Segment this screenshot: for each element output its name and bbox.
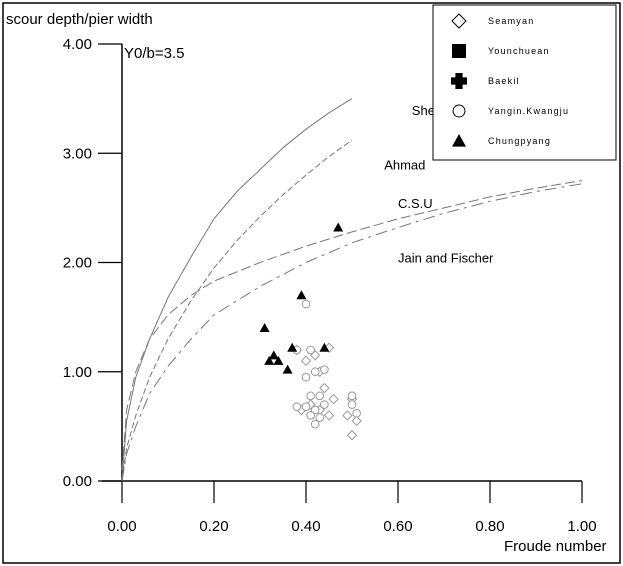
data-point-chungpyang [264,355,275,365]
curve-label: Jain and Fischer [398,251,494,266]
data-point-yangin-kwangju [320,365,329,374]
data-point-chungpyang [333,222,344,232]
data-point-yangin-kwangju [310,405,320,415]
x-axis-label: Froude number [504,538,607,555]
curve-label: C.S.U [398,196,433,211]
legend-entry: Chungpyang [488,136,551,146]
x-tick-label: 0.00 [107,518,136,535]
data-point-chungpyang [268,350,279,360]
data-points [259,222,362,441]
x-tick-label: 0.20 [199,518,228,535]
data-point-yangin-kwangju [310,367,320,377]
legend-marker-seamyan [451,13,467,29]
data-point-yangin-kwangju [315,391,325,401]
data-point-yangin-kwangju [301,372,311,382]
legend-marker-baekil [451,73,467,89]
data-point-seamyan [351,415,362,427]
data-point-yangin-kwangju [315,413,325,422]
data-point-yangin-kwangju [292,402,302,412]
data-point-yangin-kwangju [306,411,315,420]
y-tick-label: 3.00 [63,145,92,162]
legend-entry: Seamyan [488,16,534,26]
annotation-y0b: Y0/b=3.5 [124,45,184,62]
data-point-chungpyang [296,290,307,300]
curve-label: Ahmad [384,158,425,173]
data-point-yangin-kwangju [352,408,361,418]
data-point-yangin-kwangju [306,391,315,401]
data-point-yangin-kwangju [310,419,320,429]
data-point-seamyan [300,355,312,367]
y-axis-label: scour depth/pier width [6,11,153,28]
curve-ahmad [121,139,353,482]
data-point-chungpyang [259,323,270,333]
data-point-seamyan [346,429,358,441]
data-point-yangin-kwangju [320,400,329,409]
y-tick-label: 2.00 [63,255,92,272]
curve-c-s-u [121,180,583,471]
legend-marker-chungpyang [452,134,466,147]
legend-marker-younchuean [452,44,466,58]
data-point-seamyan [323,410,335,421]
curve-shen [121,98,353,482]
legend-entry: Younchuean [488,46,550,56]
x-tick-label: 0.80 [475,518,504,535]
legend-entry: Yangin.Kwangju [488,106,569,116]
y-tick-label: 1.00 [63,364,92,381]
legend-entry: Baekil [488,76,520,86]
data-point-yangin-kwangju [347,400,357,409]
curve-jain-and-fischer [121,183,583,482]
data-point-yangin-kwangju [301,299,311,309]
data-point-seamyan [319,382,330,394]
axes: 0.00 1.00 2.00 3.00 4.00 0.00 0.20 0.40 0.60 0.80… [63,36,597,535]
y-tick-label: 0.00 [63,473,92,490]
data-point-seamyan [328,393,339,405]
x-tick-label: 0.60 [383,518,412,535]
data-point-chungpyang [319,342,330,352]
data-point-chungpyang [273,355,284,365]
legend-marker-yangin-kwangju [452,104,466,118]
data-point-yangin-kwangju [306,345,315,355]
data-point-yangin-kwangju [301,402,311,412]
data-point-seamyan [342,410,353,421]
y-tick-label: 4.00 [63,36,92,53]
data-point-yangin-kwangju [347,391,357,401]
x-tick-label: 1.00 [567,518,596,535]
data-point-chungpyang [287,342,298,352]
legend: Seamyan Younchuean Baekil Yangin.Kwangju Chu… [432,4,617,161]
chart-labels: scour depth/pier width Froude number Y0/… [6,11,607,555]
x-tick-label: 0.40 [291,518,320,535]
data-point-chungpyang [282,364,293,374]
